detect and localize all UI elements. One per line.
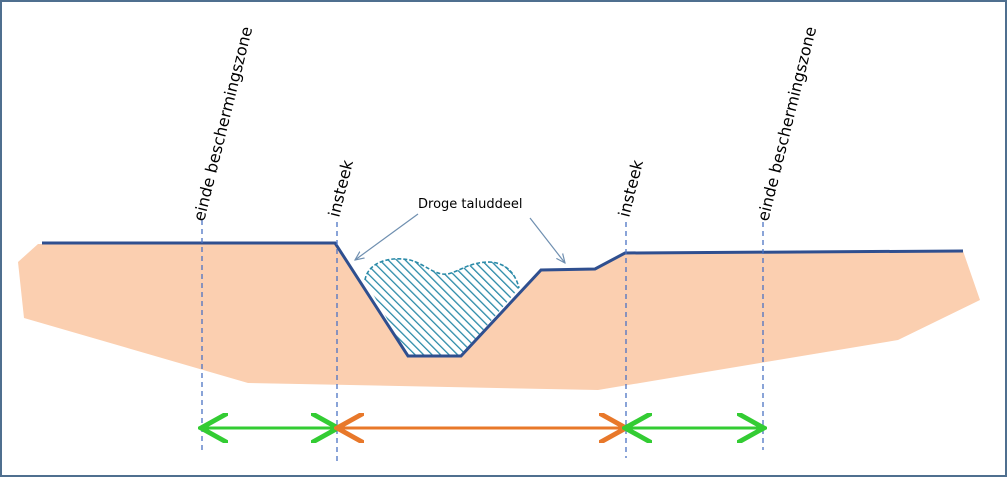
- label-dry-slope: Droge taluddeel: [418, 197, 522, 212]
- hatched-area-top-edge: [364, 258, 520, 289]
- label-right-zone-end: einde beschermingszone: [753, 25, 820, 223]
- label-left-zone-end: einde beschermingszone: [189, 25, 256, 223]
- label-right-insteek: insteek: [614, 157, 647, 219]
- hatched-water-area: [365, 258, 519, 356]
- label-left-insteek: insteek: [324, 157, 357, 219]
- pointer-line-left: [355, 213, 419, 260]
- profile-line: [42, 241, 964, 358]
- pointer-line-right: [529, 217, 565, 263]
